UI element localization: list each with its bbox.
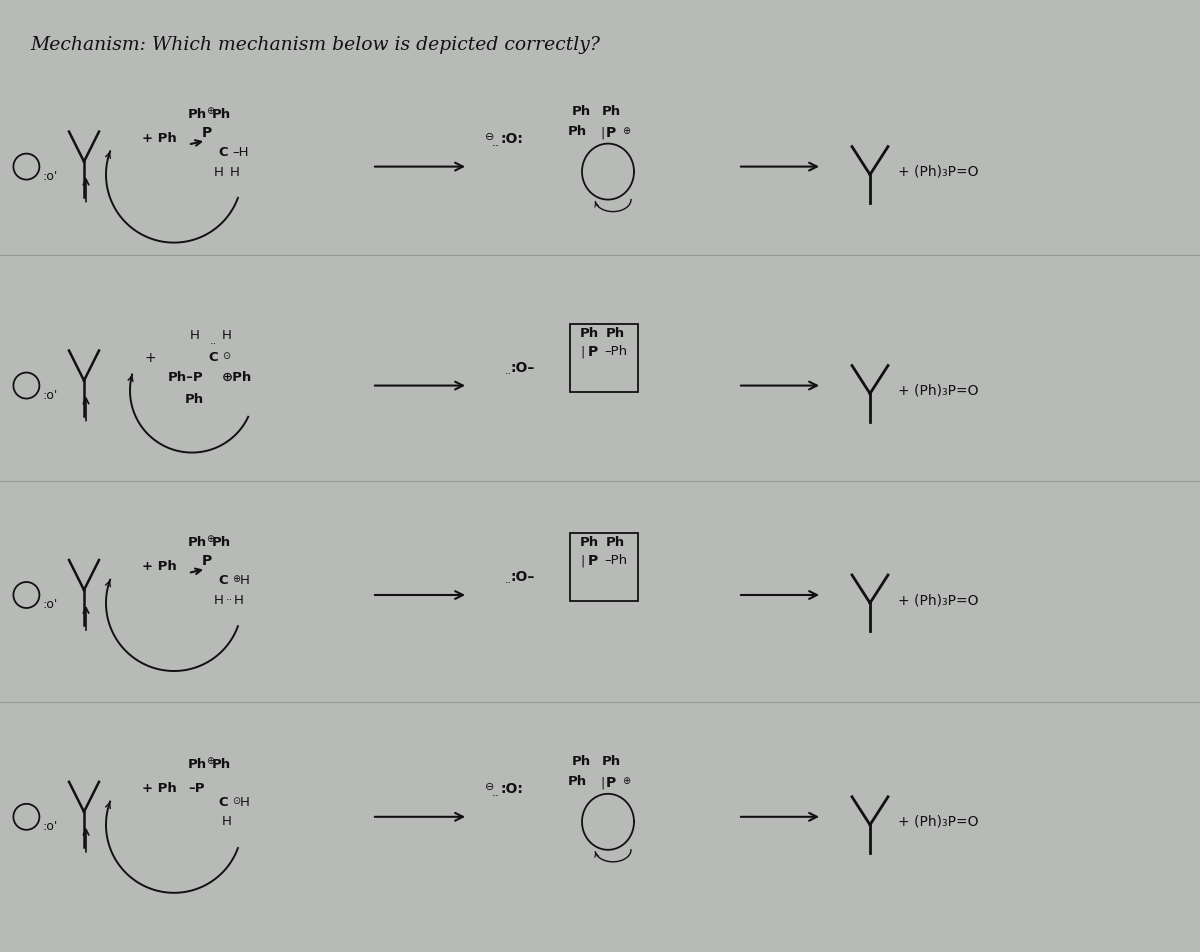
Text: Ph: Ph: [188, 109, 208, 121]
Text: Ph: Ph: [606, 327, 625, 340]
Text: Ph: Ph: [580, 537, 599, 549]
Text: Ph: Ph: [188, 537, 208, 549]
Text: Mechanism: Which mechanism below is depicted correctly?: Mechanism: Which mechanism below is depi…: [30, 36, 600, 54]
Text: P: P: [588, 345, 599, 359]
Text: + (Ph)₃P=O: + (Ph)₃P=O: [898, 593, 978, 607]
Text: H: H: [234, 594, 244, 607]
Text: P: P: [588, 554, 599, 568]
Text: Ph: Ph: [212, 759, 232, 771]
Text: Ph: Ph: [212, 109, 232, 121]
Text: ⊕: ⊕: [206, 756, 214, 765]
Text: ..: ..: [210, 335, 217, 346]
Text: P: P: [202, 554, 212, 568]
Text: Ph: Ph: [572, 105, 592, 118]
Text: ..: ..: [492, 136, 500, 149]
Text: + Ph: + Ph: [142, 783, 176, 795]
Text: + (Ph)₃P=O: + (Ph)₃P=O: [898, 384, 978, 398]
Text: C: C: [218, 574, 228, 587]
Text: ⊕Ph: ⊕Ph: [222, 371, 252, 384]
Text: Ph: Ph: [188, 759, 208, 771]
Text: + (Ph)₃P=O: + (Ph)₃P=O: [898, 165, 978, 179]
Text: P: P: [606, 776, 617, 790]
Text: Ph: Ph: [568, 125, 587, 138]
Text: :o': :o': [42, 821, 58, 833]
Text: –H: –H: [232, 146, 248, 159]
Text: ..: ..: [492, 786, 500, 800]
Text: Ph: Ph: [606, 537, 625, 549]
Text: |: |: [580, 554, 584, 567]
Text: H: H: [222, 329, 232, 342]
Bar: [570, 324, 638, 391]
Text: Ph: Ph: [602, 105, 622, 118]
Text: |: |: [580, 345, 584, 358]
Text: ..: ..: [505, 575, 512, 585]
Text: Ph: Ph: [580, 327, 599, 340]
Text: Ph: Ph: [568, 775, 587, 788]
Text: Ph: Ph: [572, 755, 592, 768]
Text: –P: –P: [188, 783, 204, 795]
Text: + Ph: + Ph: [142, 561, 176, 573]
Text: ⊕: ⊕: [206, 106, 214, 115]
Text: –Ph: –Ph: [604, 554, 628, 567]
Text: |: |: [600, 776, 605, 789]
Text: ⊖: ⊖: [485, 782, 494, 792]
Text: P: P: [606, 126, 617, 140]
Text: C: C: [208, 351, 217, 364]
Text: H: H: [230, 166, 240, 179]
Text: ⊕: ⊕: [206, 534, 214, 544]
Text: H: H: [214, 594, 224, 607]
Text: :O–: :O–: [510, 570, 534, 584]
Text: Ph: Ph: [602, 755, 622, 768]
Text: + Ph: + Ph: [142, 132, 176, 145]
Text: :O:: :O:: [500, 782, 523, 796]
Text: :o': :o': [42, 389, 58, 402]
Text: H: H: [240, 574, 250, 587]
Text: ⊕: ⊕: [232, 574, 240, 584]
Text: + (Ph)₃P=O: + (Ph)₃P=O: [898, 815, 978, 829]
Bar: [570, 533, 638, 601]
Text: H: H: [214, 166, 224, 179]
Text: H: H: [222, 815, 232, 828]
Text: H: H: [240, 796, 250, 809]
Text: :O:: :O:: [500, 131, 523, 146]
Text: –Ph: –Ph: [604, 345, 628, 358]
Text: P: P: [202, 126, 212, 140]
Text: ⊙: ⊙: [232, 796, 240, 805]
Text: C: C: [218, 146, 228, 159]
Text: ⊖: ⊖: [485, 131, 494, 142]
Text: Ph–P: Ph–P: [168, 371, 204, 384]
Text: Ph: Ph: [185, 393, 204, 407]
Text: :o': :o': [42, 599, 58, 611]
Text: H: H: [190, 329, 200, 342]
Text: ⊕: ⊕: [622, 776, 630, 785]
Text: Ph: Ph: [212, 537, 232, 549]
Text: |: |: [600, 126, 605, 139]
Text: :O–: :O–: [510, 361, 534, 374]
Text: :o': :o': [42, 170, 58, 183]
Text: C: C: [218, 796, 228, 809]
Text: ..: ..: [226, 592, 233, 602]
Text: ⊕: ⊕: [622, 126, 630, 135]
Text: +: +: [145, 350, 157, 365]
Text: ⊙: ⊙: [222, 350, 230, 361]
Text: ..: ..: [505, 366, 512, 375]
